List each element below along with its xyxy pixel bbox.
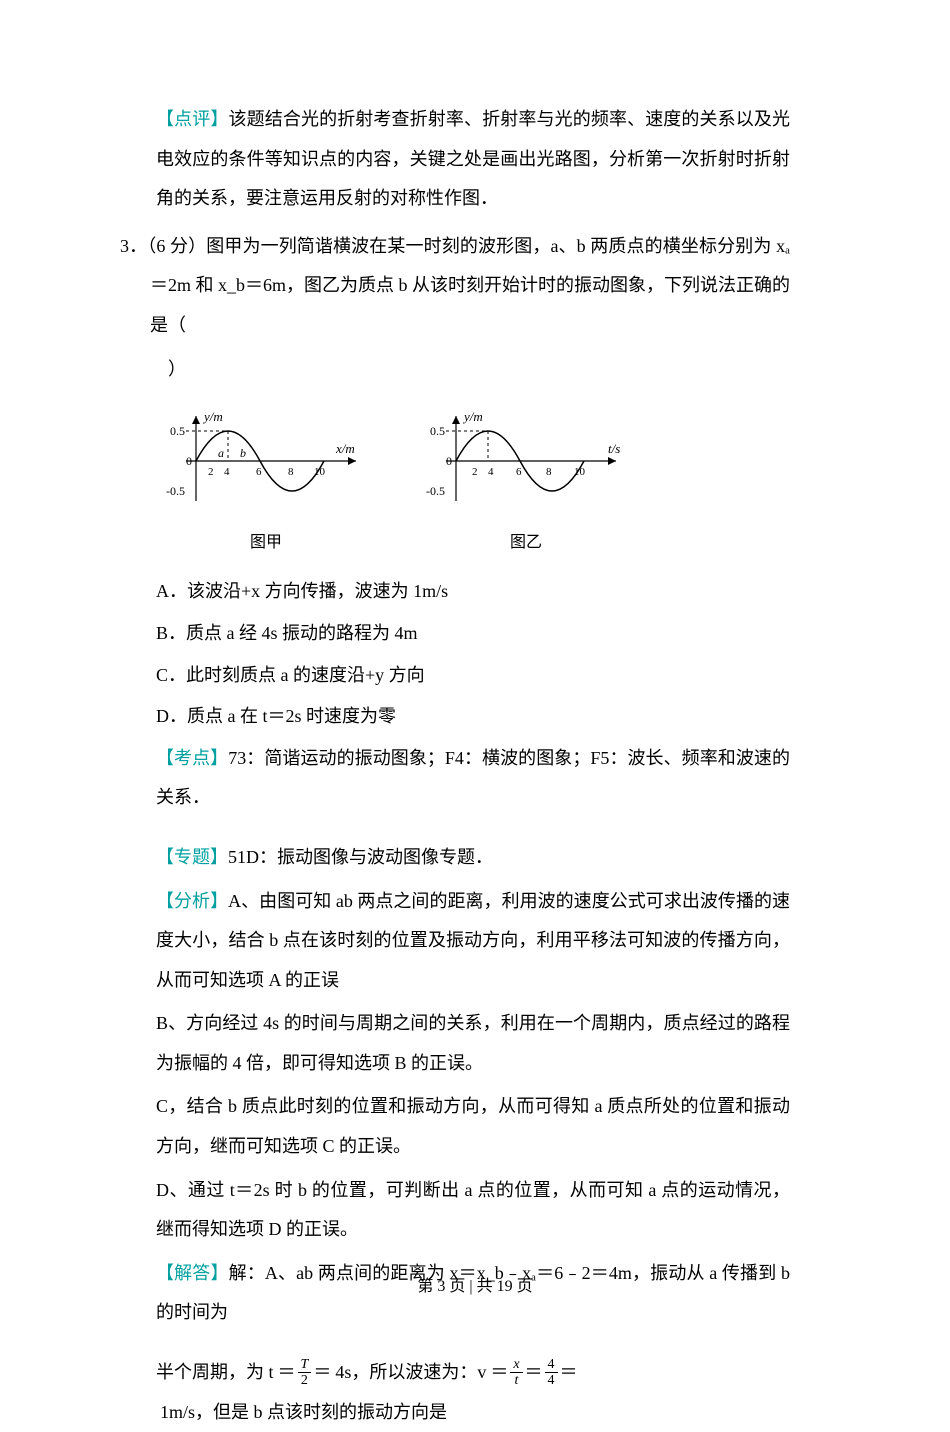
frac-xt: xt [510, 1357, 522, 1389]
svg-text:6: 6 [256, 466, 262, 478]
question-close: ） [120, 350, 790, 390]
fenxi-c: C，结合 b 质点此时刻的位置和振动方向，从而可得知 a 质点所处的位置和振动方… [120, 1087, 790, 1166]
svg-text:4: 4 [488, 466, 494, 478]
svg-text:b: b [240, 446, 246, 460]
kaodian-label: 【考点】 [156, 748, 228, 768]
ylabel-jia: y/m [202, 409, 223, 424]
figures-row: y/m x/m 0.5 0 -0.5 a b 2 4 6 8 10 图甲 [156, 401, 790, 560]
svg-text:0.5: 0.5 [170, 424, 185, 438]
svg-text:4: 4 [224, 466, 230, 478]
fenxi-d: D、通过 t＝2s 时 b 的位置，可判断出 a 点的位置，从而可知 a 点的运… [120, 1171, 790, 1250]
kaodian-para: 【考点】73：简谐运动的振动图象；F4：横波的图象；F5：波长、频率和波速的关系… [120, 739, 790, 818]
frac-44: 44 [545, 1357, 558, 1389]
figure-jia: y/m x/m 0.5 0 -0.5 a b 2 4 6 8 10 图甲 [156, 401, 376, 560]
caption-jia: 图甲 [250, 525, 282, 560]
svg-text:0.5: 0.5 [430, 424, 445, 438]
figure-yi: y/m t/s 0.5 0 -0.5 2 4 6 8 10 图乙 [416, 401, 636, 560]
svg-text:8: 8 [288, 466, 294, 478]
svg-text:-0.5: -0.5 [166, 484, 185, 498]
option-b: B．质点 a 经 4s 振动的路程为 4m [120, 614, 790, 654]
frac-T2: T2 [298, 1357, 312, 1389]
caption-yi: 图乙 [510, 525, 542, 560]
jieda-line2: 半个周期，为 t ＝ T2 ＝ 4s，所以波速为：v ＝ xt ＝ 44 ＝ 1… [120, 1353, 790, 1432]
zhuanti-label: 【专题】 [156, 847, 228, 867]
svg-text:-0.5: -0.5 [426, 484, 445, 498]
wave-diagram-jia: y/m x/m 0.5 0 -0.5 a b 2 4 6 8 10 [156, 401, 376, 521]
xlabel-jia: x/m [335, 441, 355, 456]
question-3: 3．（6 分）图甲为一列简谐横波在某一时刻的波形图，a、b 两质点的横坐标分别为… [120, 227, 790, 346]
comment-text: 该题结合光的折射考查折射率、折射率与光的频率、速度的关系以及光电效应的条件等知识… [156, 109, 790, 208]
page-footer: 第 3 页 | 共 19 页 [0, 1269, 950, 1304]
question-num: 3．（6 分） [120, 236, 206, 256]
svg-text:10: 10 [574, 466, 586, 478]
svg-text:2: 2 [472, 466, 478, 478]
option-a: A．该波沿+x 方向传播，波速为 1m/s [120, 572, 790, 612]
svg-text:6: 6 [516, 466, 522, 478]
option-d: D．质点 a 在 t＝2s 时速度为零 [120, 697, 790, 737]
svg-text:10: 10 [314, 466, 326, 478]
question-text: 图甲为一列简谐横波在某一时刻的波形图，a、b 两质点的横坐标分别为 xₐ＝2m … [150, 236, 790, 335]
wave-diagram-yi: y/m t/s 0.5 0 -0.5 2 4 6 8 10 [416, 401, 636, 521]
comment-para: 【点评】该题结合光的折射考查折射率、折射率与光的频率、速度的关系以及光电效应的条… [120, 100, 790, 219]
svg-text:0: 0 [446, 454, 452, 468]
zhuanti-para: 【专题】51D：振动图像与波动图像专题． [120, 838, 790, 878]
xlabel-yi: t/s [608, 441, 620, 456]
svg-text:a: a [218, 446, 224, 460]
fenxi-label: 【分析】 [156, 891, 228, 911]
svg-text:8: 8 [546, 466, 552, 478]
comment-label: 【点评】 [156, 109, 228, 129]
ylabel-yi: y/m [462, 409, 483, 424]
zhuanti-text: 51D：振动图像与波动图像专题． [228, 847, 493, 867]
svg-text:0: 0 [186, 454, 192, 468]
fenxi-b: B、方向经过 4s 的时间与周期之间的关系，利用在一个周期内，质点经过的路程为振… [120, 1004, 790, 1083]
option-c: C．此时刻质点 a 的速度沿+y 方向 [120, 656, 790, 696]
kaodian-text: 73：简谐运动的振动图象；F4：横波的图象；F5：波长、频率和波速的关系． [156, 748, 790, 808]
fenxi-a: 【分析】A、由图可知 ab 两点之间的距离，利用波的速度公式可求出波传播的速度大… [120, 882, 790, 1001]
svg-text:2: 2 [208, 466, 214, 478]
